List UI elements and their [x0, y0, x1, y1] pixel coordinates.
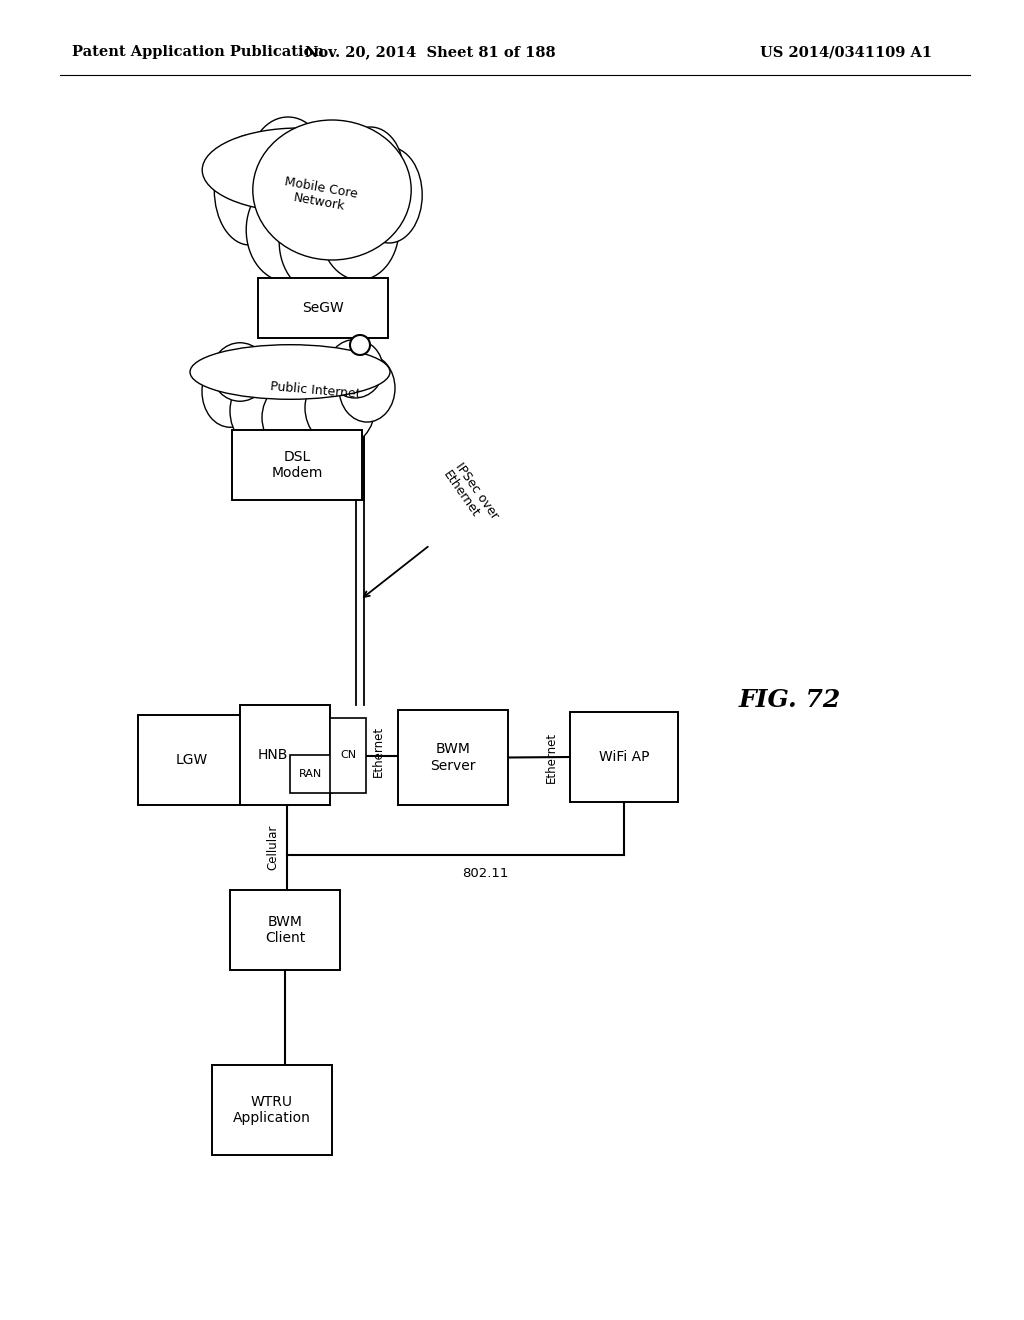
Text: Patent Application Publication: Patent Application Publication: [72, 45, 324, 59]
Text: BWM
Client: BWM Client: [265, 915, 305, 945]
Text: RAN: RAN: [299, 770, 323, 779]
Circle shape: [350, 335, 370, 355]
FancyBboxPatch shape: [330, 718, 366, 793]
Text: IPSec over
Ethernet: IPSec over Ethernet: [440, 461, 501, 531]
Ellipse shape: [250, 117, 327, 213]
Ellipse shape: [246, 178, 330, 282]
Text: LGW: LGW: [176, 752, 208, 767]
Ellipse shape: [305, 368, 375, 446]
Text: WTRU
Application: WTRU Application: [233, 1094, 311, 1125]
Ellipse shape: [356, 147, 422, 243]
Text: BWM
Server: BWM Server: [430, 742, 476, 772]
Ellipse shape: [190, 345, 390, 400]
Text: Nov. 20, 2014  Sheet 81 of 188: Nov. 20, 2014 Sheet 81 of 188: [305, 45, 555, 59]
Ellipse shape: [212, 343, 268, 401]
FancyBboxPatch shape: [212, 1065, 332, 1155]
FancyBboxPatch shape: [290, 755, 332, 793]
Text: HNB: HNB: [258, 748, 289, 762]
FancyBboxPatch shape: [232, 430, 362, 500]
Text: Public Internet: Public Internet: [269, 380, 360, 400]
Text: DSL
Modem: DSL Modem: [271, 450, 323, 480]
Text: Mobile Core
Network: Mobile Core Network: [282, 174, 358, 215]
Ellipse shape: [202, 356, 258, 428]
Ellipse shape: [319, 176, 399, 280]
FancyBboxPatch shape: [398, 710, 508, 805]
Text: Ethernet: Ethernet: [372, 726, 384, 777]
Ellipse shape: [280, 190, 362, 294]
Text: WiFi AP: WiFi AP: [599, 750, 649, 764]
FancyBboxPatch shape: [258, 279, 388, 338]
Text: FIG. 72: FIG. 72: [739, 688, 841, 711]
Ellipse shape: [262, 379, 338, 457]
Ellipse shape: [338, 127, 403, 216]
FancyBboxPatch shape: [230, 890, 340, 970]
FancyBboxPatch shape: [240, 705, 330, 805]
Ellipse shape: [202, 128, 396, 213]
Text: Cellular: Cellular: [266, 825, 279, 870]
Text: SeGW: SeGW: [302, 301, 344, 315]
Ellipse shape: [230, 371, 300, 451]
Ellipse shape: [327, 339, 383, 399]
Text: CN: CN: [340, 751, 356, 760]
FancyBboxPatch shape: [570, 711, 678, 803]
Ellipse shape: [253, 120, 412, 260]
Ellipse shape: [339, 355, 395, 422]
Text: US 2014/0341109 A1: US 2014/0341109 A1: [760, 45, 932, 59]
Text: 802.11: 802.11: [462, 867, 509, 880]
Ellipse shape: [214, 135, 285, 246]
Text: Ethernet: Ethernet: [545, 731, 557, 783]
FancyBboxPatch shape: [138, 715, 246, 805]
